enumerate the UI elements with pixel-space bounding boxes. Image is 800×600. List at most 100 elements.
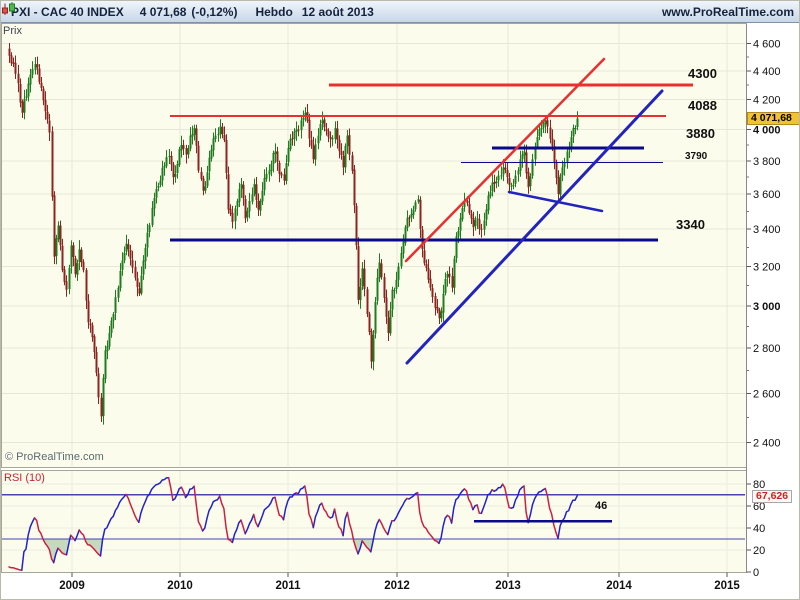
rsi-line-segment [99,493,127,557]
candle-body [397,266,400,280]
candle-body [483,220,486,230]
candle-body [121,260,124,270]
candle-body [534,146,537,160]
candle-body [485,209,488,220]
level-label-3340[interactable]: 3340 [676,217,705,232]
candle-body [231,212,234,222]
candle-body [259,200,262,211]
candle-body [76,263,79,275]
rsi-line-segment [297,485,306,495]
candle-body [161,167,164,181]
candle-body [329,137,332,139]
candle-body [461,208,464,220]
rsi-plot-area[interactable] [1,470,747,573]
candle-body [91,325,94,338]
candle-body [310,139,313,146]
candle-body [331,137,334,140]
candle-body [214,135,217,139]
candle-body [395,279,398,290]
rsi-line-segment [493,483,504,492]
rsi-line-segment [52,547,59,564]
trendline-blue-downtrend-short[interactable] [507,190,604,213]
candle-body [27,83,30,97]
y-axis-tick-label: 2 400 [753,438,781,450]
candle-body [478,219,481,229]
candle-body [65,281,68,290]
candle-body [561,167,564,176]
candle-body [40,82,43,88]
rsi-line-segment [346,511,359,555]
candle-body [268,170,271,175]
candle-body [221,126,224,135]
candle-body [380,263,383,278]
candle-body [342,155,345,168]
time-axis[interactable]: 2009 2010 2011 2012 2013 2014 2015 [59,572,740,593]
candle-body [36,64,39,68]
candle-body [472,218,475,228]
level-label-4300[interactable]: 4300 [688,66,717,81]
level-label-4088[interactable]: 4088 [688,98,717,113]
candle-body [14,62,17,74]
level-label-3790[interactable]: 3790 [685,151,708,162]
candle-body [327,130,330,137]
candle-body [542,123,545,128]
rsi-line-segment [21,517,36,571]
trendline-blue-uptrend-long[interactable] [405,89,664,365]
y-axis-tick-label: 3 800 [753,156,781,168]
candle-body [55,238,58,256]
candle-body [102,378,105,416]
candle-body [187,148,190,155]
candle-body [278,162,281,174]
rsi-line-segment [138,476,170,524]
candle-body [97,373,100,398]
candle-body [191,134,194,137]
rsi-line-segment [74,529,80,542]
candle-body [302,117,305,120]
candle-body [140,275,143,294]
trendline-red-uptrend[interactable] [404,57,606,263]
level-label-3880[interactable]: 3880 [686,126,715,141]
candle-body [44,99,47,112]
candle-body [459,218,462,231]
candle-body [304,112,307,118]
x-axis-year-label: 2013 [495,580,521,592]
candle-body [323,119,326,128]
rsi-support-level-label[interactable]: 46 [595,500,608,512]
candle-body [325,128,328,131]
candle-body [276,151,279,162]
candle-body [165,157,168,166]
rsi-line-segment [252,513,259,528]
candle-body [289,138,292,150]
candle-body [108,333,111,347]
candle-body [80,249,83,263]
candle-body [59,225,62,246]
candle-body [383,277,386,298]
candle-body [540,127,543,130]
trendlines [404,57,664,365]
candle-body [338,139,341,152]
candle-body [134,267,137,278]
candle-body [549,127,552,139]
candle-body [265,173,268,179]
x-axis-year-label: 2015 [714,580,740,592]
rsi-line-segment [446,514,453,524]
y-axis-tick-label: 4 600 [753,39,781,51]
candle-body [300,120,303,131]
candle-body [374,301,377,334]
candle-body [446,274,449,278]
candle-body [95,351,98,373]
rsi-line-segment [361,540,372,553]
price-plot-area[interactable] [1,23,747,468]
candle-body [508,177,511,185]
rsi-line-segment [282,492,298,521]
candle-body [127,244,130,250]
timeframe-label: Hebdo [255,4,293,19]
candle-body [159,180,162,185]
candle-body [229,208,232,214]
candle-body [253,183,256,195]
candle-body [448,273,451,277]
value-axis[interactable]: 4 600 4 400 4 200 4 000 3 800 3 600 3 400 3 200… [746,24,781,579]
candle-body [57,225,60,240]
